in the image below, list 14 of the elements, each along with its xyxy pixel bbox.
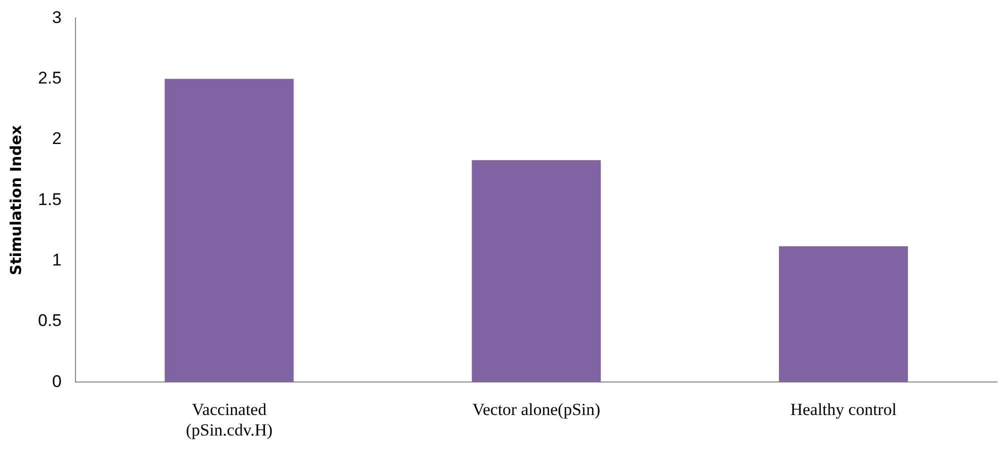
x-tick-label: Vaccinated (pSin.cdv.H) [186,400,273,440]
y-tick-label: 2.5 [38,68,62,88]
bar [472,160,601,382]
x-tick-label: Vector alone(pSin) [472,400,600,419]
bar [778,246,908,382]
y-tick-label: 3 [52,8,62,27]
y-axis-title: Stimulation Index [6,124,25,276]
y-tick-label: 1 [52,250,62,270]
y-tick-label: 0.5 [38,311,62,330]
y-tick-label: 1.5 [38,190,62,209]
y-tick-label: 0 [52,372,62,391]
bar [164,78,294,382]
y-tick-label: 2 [52,129,62,148]
x-tick-label: Healthy control [790,400,897,419]
